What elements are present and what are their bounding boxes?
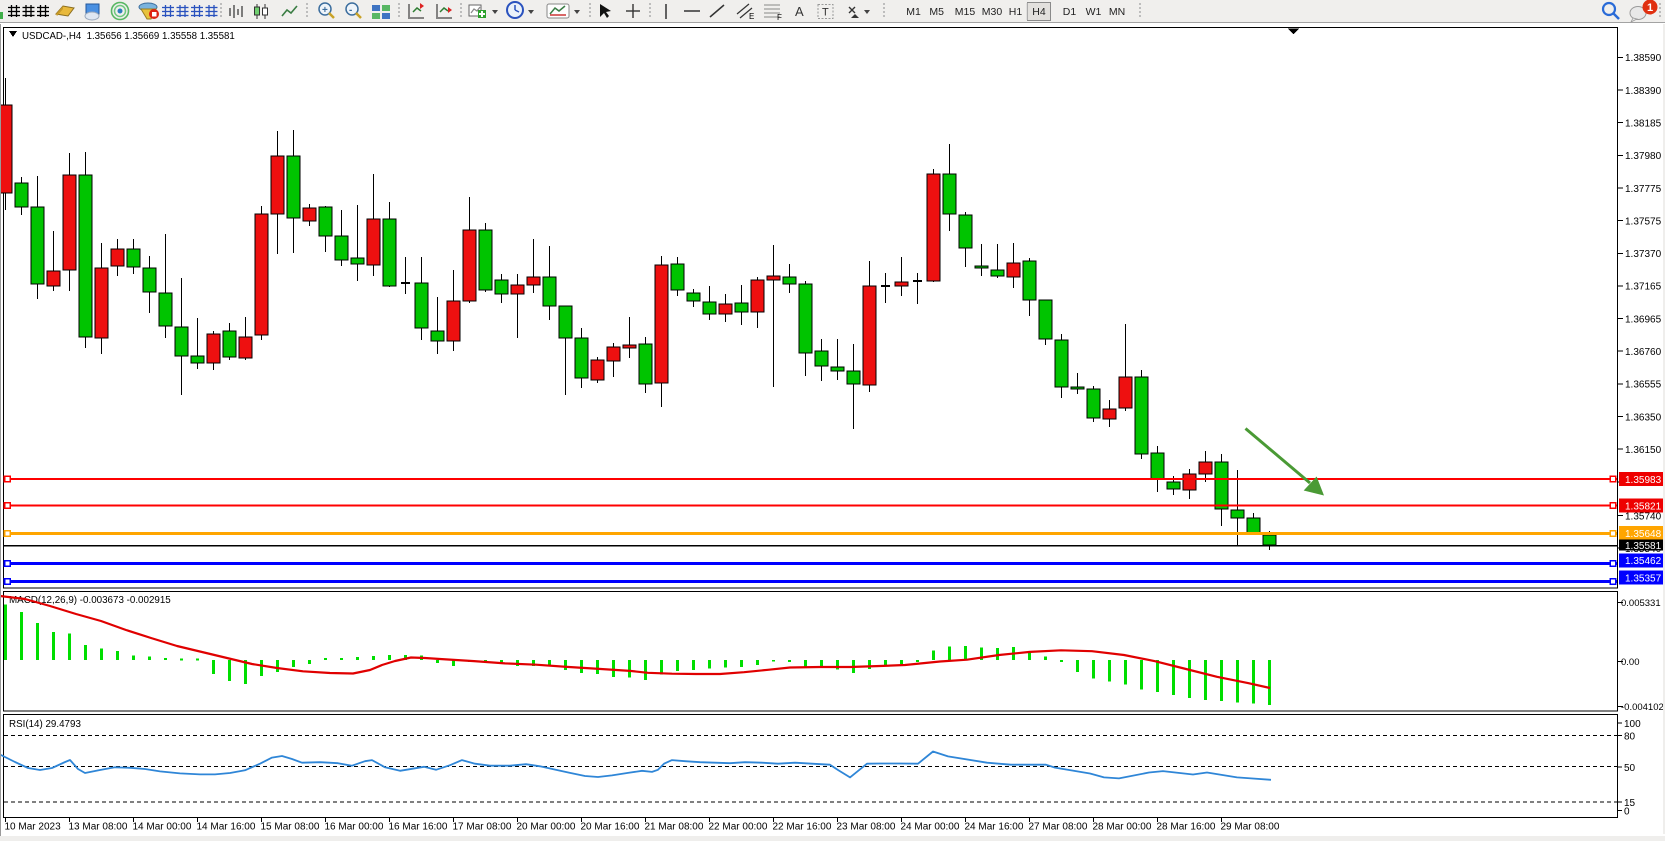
svg-text:22 Mar 00:00: 22 Mar 00:00 bbox=[709, 822, 768, 833]
svg-text:1.36150: 1.36150 bbox=[1625, 445, 1662, 456]
svg-text:1.35821: 1.35821 bbox=[1625, 501, 1662, 512]
svg-text:1.35462: 1.35462 bbox=[1625, 556, 1662, 567]
svg-text:1.37980: 1.37980 bbox=[1625, 151, 1662, 162]
svg-text:M1: M1 bbox=[906, 6, 921, 18]
svg-text:M15: M15 bbox=[955, 6, 976, 18]
svg-text:28 Mar 00:00: 28 Mar 00:00 bbox=[1093, 822, 1152, 833]
svg-text:M5: M5 bbox=[929, 6, 944, 18]
svg-text:E: E bbox=[749, 12, 754, 21]
svg-text:16 Mar 00:00: 16 Mar 00:00 bbox=[325, 822, 384, 833]
svg-text:1.37775: 1.37775 bbox=[1625, 184, 1662, 195]
svg-text:28 Mar 16:00: 28 Mar 16:00 bbox=[1157, 822, 1216, 833]
svg-text:100: 100 bbox=[1624, 719, 1641, 730]
svg-text:1: 1 bbox=[1647, 2, 1653, 14]
svg-text:50: 50 bbox=[1624, 763, 1636, 774]
svg-text:-0.004102: -0.004102 bbox=[1621, 702, 1664, 713]
svg-text:1.38185: 1.38185 bbox=[1625, 119, 1662, 130]
svg-text:1.36760: 1.36760 bbox=[1625, 347, 1662, 358]
svg-text:1.35357: 1.35357 bbox=[1625, 573, 1662, 584]
svg-text:H4: H4 bbox=[1032, 6, 1046, 18]
svg-text:H1: H1 bbox=[1009, 6, 1023, 18]
svg-text:T: T bbox=[822, 7, 829, 19]
svg-text:1.37165: 1.37165 bbox=[1625, 282, 1662, 293]
svg-text:0: 0 bbox=[1624, 807, 1630, 818]
svg-text:29 Mar 08:00: 29 Mar 08:00 bbox=[1221, 822, 1280, 833]
svg-text:1.35740: 1.35740 bbox=[1625, 512, 1662, 523]
svg-text:0.00: 0.00 bbox=[1621, 657, 1640, 668]
svg-text:15: 15 bbox=[1624, 798, 1636, 809]
svg-text:1.36965: 1.36965 bbox=[1625, 314, 1662, 325]
svg-text:1.35581: 1.35581 bbox=[1625, 541, 1662, 552]
svg-text:20 Mar 00:00: 20 Mar 00:00 bbox=[517, 822, 576, 833]
svg-text:RSI(14) 29.4793: RSI(14) 29.4793 bbox=[9, 719, 81, 730]
svg-text:16 Mar 16:00: 16 Mar 16:00 bbox=[389, 822, 448, 833]
svg-text:24 Mar 16:00: 24 Mar 16:00 bbox=[965, 822, 1024, 833]
svg-text:D1: D1 bbox=[1063, 6, 1077, 18]
svg-text:F: F bbox=[777, 13, 782, 22]
svg-text:W1: W1 bbox=[1086, 6, 1102, 18]
svg-text:-: - bbox=[349, 5, 352, 16]
svg-text:17 Mar 08:00: 17 Mar 08:00 bbox=[453, 822, 512, 833]
svg-text:1.38390: 1.38390 bbox=[1625, 86, 1662, 97]
svg-text:1.35648: 1.35648 bbox=[1625, 529, 1662, 540]
svg-text:1.35983: 1.35983 bbox=[1625, 475, 1662, 486]
svg-text:24 Mar 00:00: 24 Mar 00:00 bbox=[901, 822, 960, 833]
svg-text:23 Mar 08:00: 23 Mar 08:00 bbox=[837, 822, 896, 833]
svg-text:MACD(12,26,9) -0.003673 -0.002: MACD(12,26,9) -0.003673 -0.002915 bbox=[9, 595, 171, 606]
svg-text:0.005331: 0.005331 bbox=[1621, 598, 1661, 609]
svg-text:1.37370: 1.37370 bbox=[1625, 249, 1662, 260]
svg-text:10 Mar 2023: 10 Mar 2023 bbox=[5, 822, 62, 833]
svg-text:MN: MN bbox=[1109, 6, 1125, 18]
svg-text:1.38590: 1.38590 bbox=[1625, 53, 1662, 64]
svg-text:14 Mar 00:00: 14 Mar 00:00 bbox=[133, 822, 192, 833]
svg-text:USDCAD-,H4 1.35656 1.35669 1.: USDCAD-,H4 1.35656 1.35669 1.35558 1.355… bbox=[22, 31, 235, 42]
svg-text:21 Mar 08:00: 21 Mar 08:00 bbox=[645, 822, 704, 833]
svg-text:80: 80 bbox=[1624, 731, 1636, 742]
svg-text:13 Mar 08:00: 13 Mar 08:00 bbox=[69, 822, 128, 833]
svg-text:1.37575: 1.37575 bbox=[1625, 216, 1662, 227]
svg-text:15 Mar 08:00: 15 Mar 08:00 bbox=[261, 822, 320, 833]
svg-text:1.36555: 1.36555 bbox=[1625, 380, 1662, 391]
svg-text:22 Mar 16:00: 22 Mar 16:00 bbox=[773, 822, 832, 833]
svg-text:14 Mar 16:00: 14 Mar 16:00 bbox=[197, 822, 256, 833]
svg-text:A: A bbox=[795, 4, 804, 19]
svg-text:1.36350: 1.36350 bbox=[1625, 412, 1662, 423]
svg-text:20 Mar 16:00: 20 Mar 16:00 bbox=[581, 822, 640, 833]
svg-text:+: + bbox=[322, 5, 328, 16]
svg-text:27 Mar 08:00: 27 Mar 08:00 bbox=[1029, 822, 1088, 833]
svg-text:M30: M30 bbox=[982, 6, 1003, 18]
